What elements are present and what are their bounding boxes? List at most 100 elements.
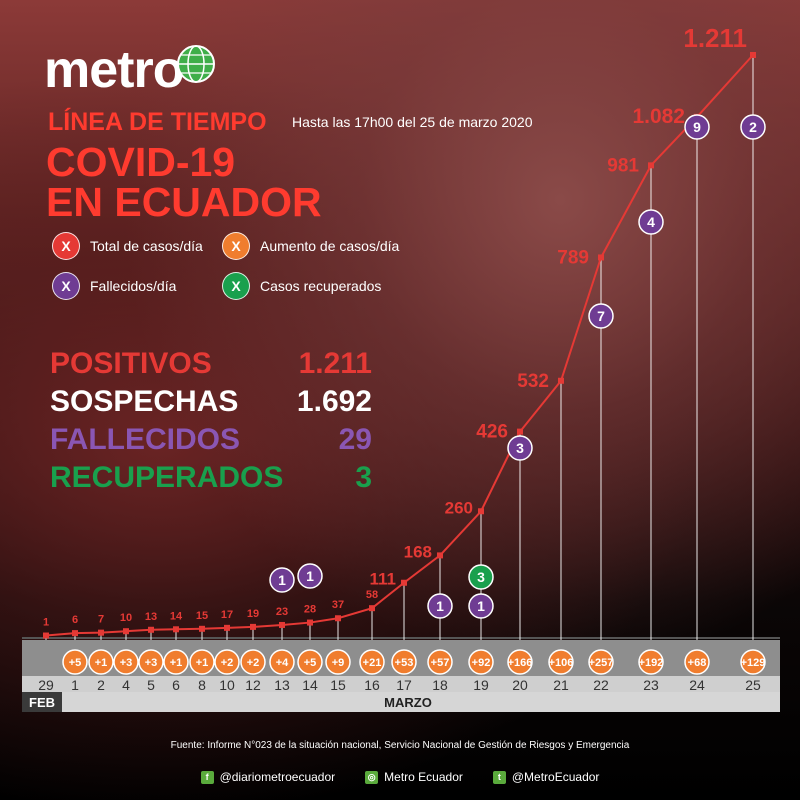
stat-positives-label: POSITIVOS: [50, 347, 212, 380]
day-label: 13: [274, 677, 290, 693]
social-twitter-label: @MetroEcuador: [511, 770, 600, 784]
total-cases-point: [401, 579, 407, 586]
month-label-march: MARZO: [384, 695, 432, 710]
day-label: 8: [198, 677, 206, 693]
increase-badge: [113, 649, 139, 675]
social-facebook[interactable]: f @diariometroecuador: [200, 770, 335, 784]
legend-deaths-marker: X: [52, 272, 80, 300]
recovered-label: 3: [477, 569, 485, 585]
day-label: 14: [302, 677, 318, 693]
increase-label: +53: [395, 657, 414, 669]
increase-badge: [588, 649, 614, 675]
increase-badge: [138, 649, 164, 675]
stat-deaths-label: FALLECIDOS: [50, 423, 241, 456]
stat-deaths: FALLECIDOS 29: [50, 421, 372, 459]
total-cases-label: 23: [276, 606, 288, 618]
day-label: 19: [473, 677, 489, 693]
increase-label: +166: [508, 657, 533, 669]
deaths-label: 9: [693, 119, 701, 135]
total-cases-label: 15: [196, 610, 208, 622]
day-label: 18: [432, 677, 448, 693]
month-band: [22, 692, 780, 712]
legend-total: X Total de casos/día: [52, 232, 203, 260]
legend-recovered-label: Casos recuperados: [260, 278, 382, 294]
increase-label: +192: [639, 657, 664, 669]
legend-recovered-marker: X: [222, 272, 250, 300]
deaths-badge: [740, 114, 766, 140]
total-cases-label: 426: [476, 422, 508, 443]
total-cases-point: [478, 508, 484, 515]
increase-badge: [325, 649, 351, 675]
day-label: 5: [147, 677, 155, 693]
legend-deaths-label: Fallecidos/día: [90, 278, 177, 294]
day-label: 1: [71, 677, 79, 693]
day-label: 6: [172, 677, 180, 693]
total-cases-point: [224, 624, 230, 631]
increase-badge: [269, 649, 295, 675]
increase-badge: [189, 649, 215, 675]
total-cases-label: 6: [72, 614, 78, 626]
total-cases-label: 37: [332, 599, 344, 611]
increase-label: +57: [431, 657, 450, 669]
legend-recovered: X Casos recuperados: [222, 272, 381, 300]
total-cases-point: [279, 621, 285, 628]
total-cases-label: 7: [98, 614, 104, 626]
total-cases-point: [598, 254, 604, 261]
day-label: 17: [396, 677, 412, 693]
total-cases-line: [45, 54, 754, 637]
increase-label: +1: [95, 657, 108, 669]
feb-band: [22, 692, 62, 712]
total-cases-point: [43, 632, 49, 639]
stat-suspected-value: 1.692: [296, 385, 372, 418]
as-of-date: Hasta las 17h00 del 25 de marzo 2020: [292, 114, 533, 130]
total-cases-point: [173, 626, 179, 633]
globe-icon: [177, 45, 215, 83]
total-cases-label: 58: [366, 589, 378, 601]
total-cases-point: [369, 605, 375, 612]
increase-label: +3: [145, 657, 158, 669]
deaths-label: 3: [516, 440, 524, 456]
stat-positives-value: 1.211: [298, 347, 372, 380]
day-label: 10: [219, 677, 235, 693]
total-cases-label: 10: [120, 612, 132, 624]
total-cases-label: 981: [607, 155, 639, 176]
deaths-badge: [588, 303, 614, 329]
deaths-label: 1: [306, 568, 314, 584]
social-instagram[interactable]: ◎ Metro Ecuador: [365, 770, 463, 784]
increase-label: +92: [472, 657, 491, 669]
metro-logo: metro: [44, 41, 184, 99]
deaths-label: 4: [647, 214, 655, 230]
increase-badge: [684, 649, 710, 675]
day-label: 12: [245, 677, 261, 693]
stat-recovered-value: 3: [355, 461, 372, 494]
total-cases-label: 168: [404, 542, 432, 561]
day-label: 22: [593, 677, 609, 693]
increase-badge: [359, 649, 385, 675]
deaths-badge: [638, 209, 664, 235]
deaths-badge: [507, 435, 533, 461]
total-cases-label: 532: [517, 371, 549, 392]
deaths-label: 1: [278, 572, 286, 588]
increase-label: +106: [549, 657, 574, 669]
deaths-badge: [427, 593, 453, 619]
day-label: 24: [689, 677, 705, 693]
increase-label: +2: [221, 657, 234, 669]
total-cases-label: 13: [145, 611, 157, 623]
day-band: [22, 676, 780, 692]
social-twitter[interactable]: t @MetroEcuador: [492, 770, 600, 784]
increase-badge: [427, 649, 453, 675]
increase-label: +1: [170, 657, 183, 669]
stat-recovered: RECUPERADOS 3: [50, 459, 372, 497]
increase-label: +129: [741, 657, 766, 669]
social-instagram-label: Metro Ecuador: [384, 770, 463, 784]
deaths-label: 7: [597, 308, 605, 324]
increase-label: +9: [332, 657, 345, 669]
title-line-2: EN ECUADOR: [46, 179, 322, 225]
title-line-1: COVID-19: [46, 139, 236, 185]
deaths-label: 2: [749, 119, 757, 135]
day-label: 16: [364, 677, 380, 693]
total-cases-point: [648, 162, 654, 169]
increase-badge: [507, 649, 533, 675]
day-label: 15: [330, 677, 346, 693]
